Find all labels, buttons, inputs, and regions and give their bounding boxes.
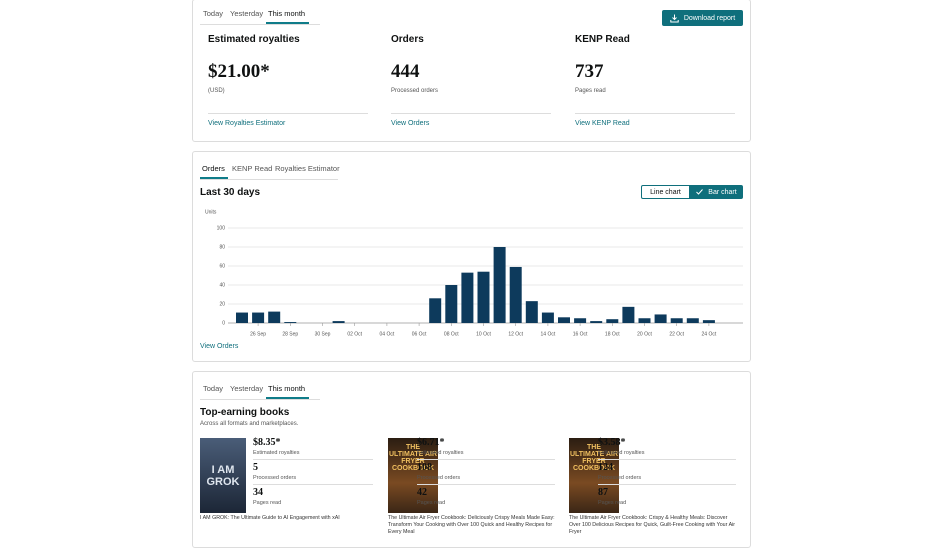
book-royalties-label: Estimated royalties [253, 450, 300, 456]
chart-card [192, 151, 751, 362]
metric-value: 444 [391, 61, 420, 82]
separator [417, 459, 555, 460]
books-title: Top-earning books [200, 407, 290, 418]
book-orders-label: Processed orders [417, 475, 461, 481]
download-icon [670, 14, 679, 22]
separator [208, 113, 368, 114]
metric-label: Estimated royalties [208, 34, 300, 45]
chart-link[interactable]: View Orders [200, 343, 239, 350]
separator [253, 459, 373, 460]
bar-chart-toggle[interactable]: Bar chart [690, 185, 743, 199]
book-orders-label: Processed orders [598, 475, 642, 481]
check-icon [696, 189, 704, 195]
metric-caption: (USD) [208, 88, 225, 94]
cover-text: I AM GROK [206, 464, 240, 488]
book-pages: 87 [598, 487, 608, 498]
tab[interactable]: Orders [200, 164, 228, 179]
tab[interactable]: Yesterday [230, 384, 264, 393]
separator [598, 459, 736, 460]
cover-text: THE ULTIMATE AIR FRYER COOKBOOK [388, 444, 438, 472]
cover-text: THE ULTIMATE AIR FRYER COOKBOOK [569, 444, 619, 472]
book-royalties-label: Estimated royalties [417, 450, 464, 456]
book-royalties-label: Estimated royalties [598, 450, 645, 456]
tab[interactable]: Royalties Estimator [275, 164, 340, 173]
book-pages: 34 [253, 487, 263, 498]
metric-label: KENP Read [575, 34, 630, 45]
download-label: Download report [683, 14, 736, 22]
metric-caption: Processed orders [391, 88, 439, 94]
book-orders: 5 [253, 462, 258, 473]
book-cover[interactable]: THE ULTIMATE AIR FRYER COOKBOOK [388, 438, 438, 513]
metric-value: 737 [575, 61, 604, 82]
tab[interactable]: Today [203, 9, 224, 18]
tab-divider [200, 179, 338, 180]
book-pages-label: Pages read [598, 500, 627, 506]
books-subtitle: Across all formats and marketplaces. [200, 421, 299, 427]
book-royalties: $6.71* [417, 437, 445, 448]
metric-value: $21.00* [208, 61, 270, 82]
book-cover[interactable]: THE ULTIMATE AIR FRYER COOKBOOK [569, 438, 619, 513]
chart-title: Last 30 days [200, 187, 261, 198]
separator [417, 484, 555, 485]
metric-link[interactable]: View Royalties Estimator [208, 120, 286, 127]
book-orders: 108 [417, 462, 432, 473]
tab-divider [200, 399, 320, 400]
book-royalties: $8.35* [253, 437, 281, 448]
tab[interactable]: This month [266, 9, 310, 24]
metric-link[interactable]: View KENP Read [575, 120, 630, 127]
tab[interactable]: KENP Read [232, 164, 273, 173]
separator [598, 484, 736, 485]
separator [575, 113, 735, 114]
toggle-label: Bar chart [708, 188, 737, 196]
book-title[interactable]: The Ultimate Air Fryer Cookbook: Crispy … [569, 515, 736, 535]
download-button[interactable]: Download report [662, 10, 743, 26]
book-title[interactable]: The Ultimate Air Fryer Cookbook: Delicio… [388, 515, 555, 535]
book-orders: 124 [598, 462, 613, 473]
tab[interactable]: Today [203, 384, 224, 393]
separator [391, 113, 551, 114]
book-royalties: $3.58* [598, 437, 626, 448]
metric-link[interactable]: View Orders [391, 120, 430, 127]
book-pages-label: Pages read [417, 500, 446, 506]
book-orders-label: Processed orders [253, 475, 297, 481]
line-chart-toggle[interactable]: Line chart [641, 185, 690, 199]
book-cover[interactable]: I AM GROK [200, 438, 246, 513]
metric-caption: Pages read [575, 88, 606, 94]
separator [253, 484, 373, 485]
book-pages-label: Pages read [253, 500, 282, 506]
book-pages: 42 [417, 487, 427, 498]
book-title[interactable]: I AM GROK: The Ultimate Guide to AI Enga… [200, 515, 340, 521]
tab[interactable]: Yesterday [230, 9, 264, 18]
toggle-label: Line chart [650, 188, 681, 196]
tab-divider [200, 24, 320, 25]
metric-label: Orders [391, 34, 424, 45]
tab[interactable]: This month [266, 384, 310, 399]
